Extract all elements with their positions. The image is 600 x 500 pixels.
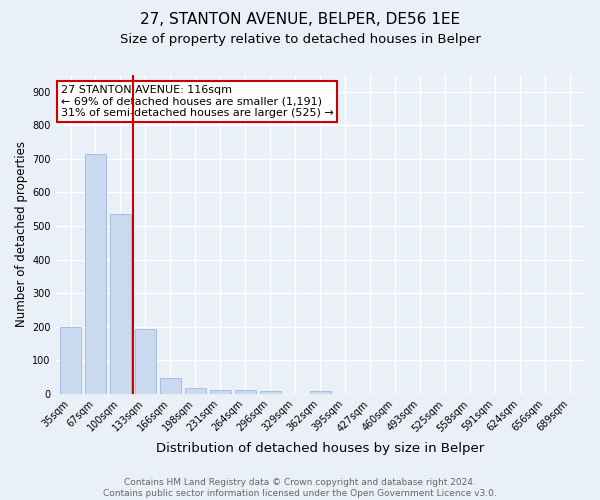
Bar [185, 388, 206, 394]
Y-axis label: Number of detached properties: Number of detached properties [15, 142, 28, 328]
Text: Size of property relative to detached houses in Belper: Size of property relative to detached ho… [119, 32, 481, 46]
Bar [110, 214, 131, 394]
X-axis label: Distribution of detached houses by size in Belper: Distribution of detached houses by size … [156, 442, 484, 455]
Bar [160, 378, 181, 394]
Bar [235, 390, 256, 394]
Bar [310, 391, 331, 394]
Text: 27, STANTON AVENUE, BELPER, DE56 1EE: 27, STANTON AVENUE, BELPER, DE56 1EE [140, 12, 460, 28]
Bar [210, 390, 231, 394]
Bar [85, 154, 106, 394]
Bar [60, 326, 81, 394]
Bar [135, 330, 156, 394]
Bar [260, 391, 281, 394]
Text: Contains HM Land Registry data © Crown copyright and database right 2024.
Contai: Contains HM Land Registry data © Crown c… [103, 478, 497, 498]
Text: 27 STANTON AVENUE: 116sqm
← 69% of detached houses are smaller (1,191)
31% of se: 27 STANTON AVENUE: 116sqm ← 69% of detac… [61, 84, 334, 118]
